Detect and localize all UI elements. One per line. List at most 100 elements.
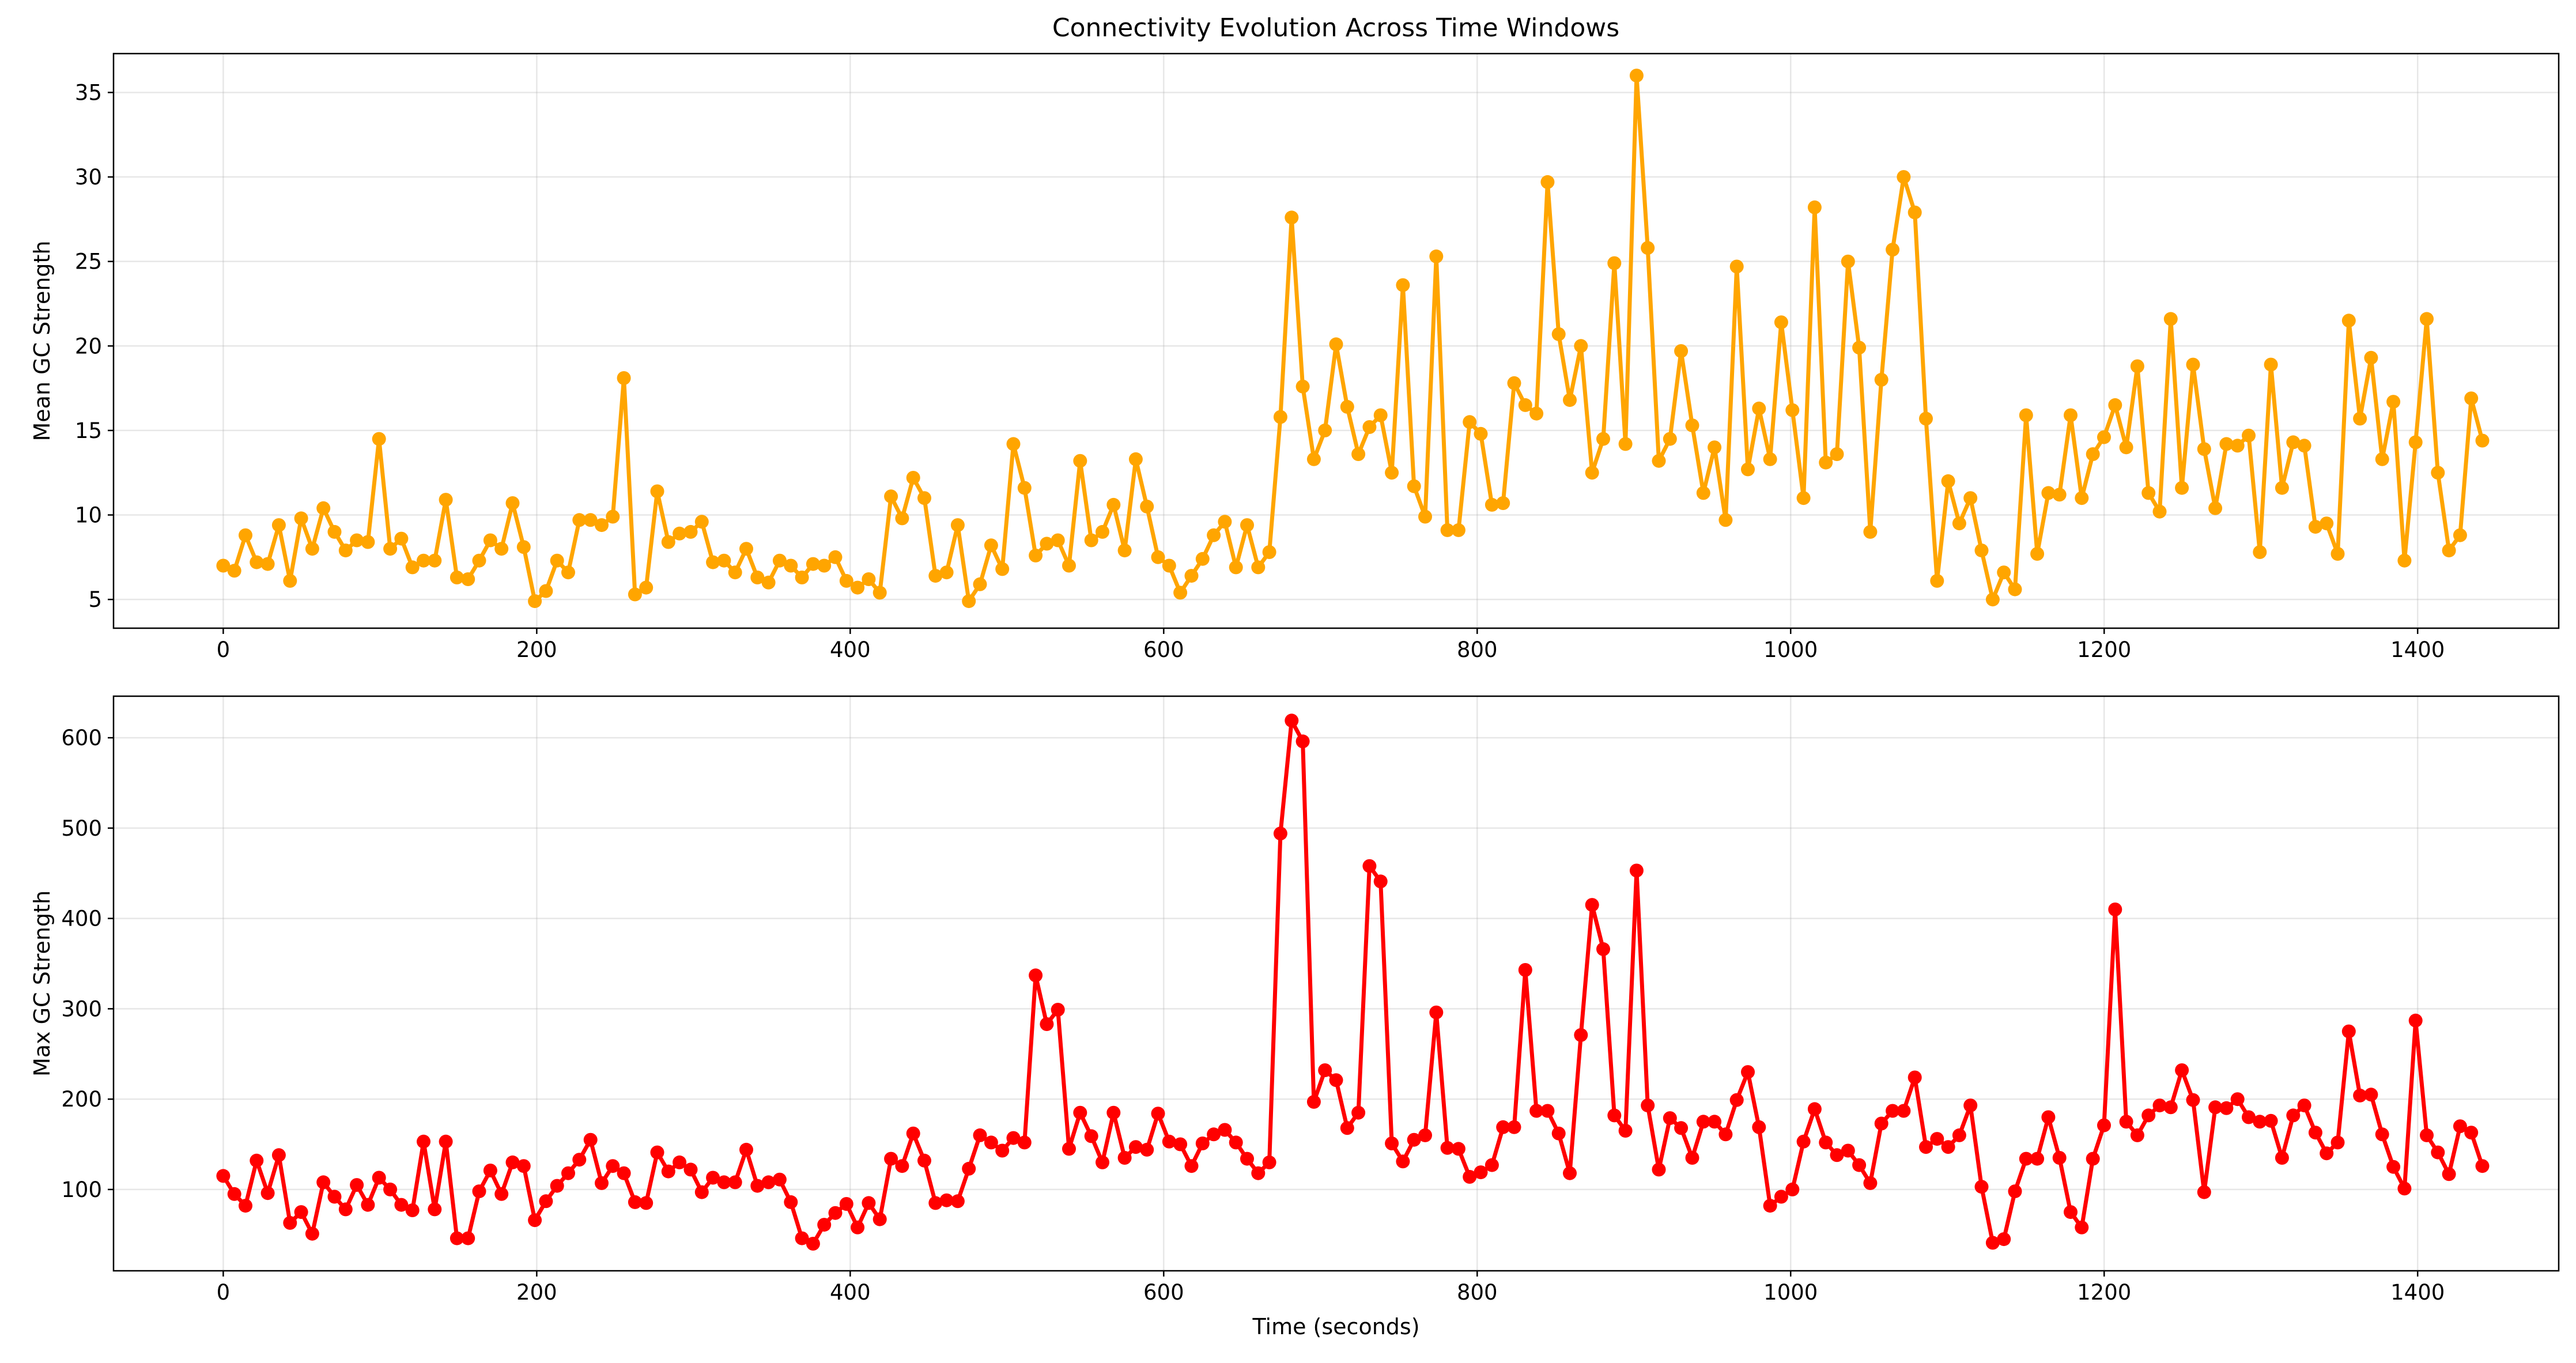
data-point [1518, 963, 1532, 977]
data-point [338, 1202, 353, 1217]
chart-panel-2: 0 200 400 600 800 1000 1200 1400 100 200 300 400 500… [29, 695, 2560, 1339]
data-point [2364, 1088, 2378, 1102]
data-point [1373, 408, 1388, 422]
data-point [1518, 398, 1532, 412]
data-point [595, 1176, 609, 1190]
data-point [1418, 509, 1432, 524]
data-point [561, 565, 575, 580]
data-point [1563, 1166, 1577, 1180]
data-point [1952, 516, 1966, 531]
data-point [1652, 454, 1666, 468]
data-point [483, 533, 497, 548]
data-point [1051, 1003, 1065, 1017]
data-point [2008, 1184, 2022, 1199]
data-point [1741, 1065, 1755, 1079]
data-point [1529, 1104, 1544, 1118]
data-point [884, 489, 898, 504]
data-point [973, 1128, 987, 1142]
x-tick-label: 1400 [2390, 1280, 2445, 1305]
data-point [851, 1220, 865, 1234]
data-point [2375, 452, 2389, 466]
y-tick-label: 20 [75, 334, 102, 358]
data-point [250, 555, 264, 569]
data-point [338, 543, 353, 558]
data-point [1974, 543, 1989, 558]
data-point [2242, 428, 2256, 443]
data-point [995, 1143, 1010, 1158]
data-point [439, 493, 453, 507]
x-tick-label: 0 [217, 1280, 231, 1305]
data-point [673, 1155, 687, 1169]
data-point [1084, 1129, 1098, 1143]
data-point [1251, 560, 1266, 575]
data-point [650, 1145, 664, 1160]
data-point [1863, 1176, 1878, 1190]
data-point [728, 1175, 742, 1190]
data-point [1963, 1098, 1978, 1113]
data-point [2475, 433, 2490, 448]
data-point [595, 518, 609, 533]
data-point [2353, 411, 2367, 426]
data-point [1262, 1155, 1276, 1169]
data-point [383, 542, 398, 556]
data-point [561, 1166, 575, 1180]
data-point [2320, 1146, 2334, 1161]
data-point [895, 1159, 909, 1173]
data-point [1852, 1158, 1867, 1172]
data-point [1184, 569, 1199, 583]
data-point [661, 535, 675, 549]
data-point [505, 1155, 520, 1169]
data-point [1529, 406, 1544, 421]
data-point [1752, 401, 1766, 416]
y-axis-label: Max GC Strength [29, 890, 55, 1077]
data-point [417, 1134, 430, 1149]
data-point [2431, 466, 2445, 480]
data-point [1128, 452, 1143, 466]
data-point [2464, 391, 2479, 406]
data-point [316, 501, 331, 515]
data-point [2230, 439, 2245, 453]
data-point [1774, 315, 1788, 330]
data-point [1485, 497, 1499, 512]
data-point [1596, 432, 1610, 446]
data-point [1674, 344, 1689, 358]
data-point [2397, 553, 2412, 568]
data-point [1362, 420, 1377, 434]
data-point [2064, 408, 2078, 422]
x-tick-label: 600 [1143, 1280, 1184, 1305]
y-tick-label: 30 [75, 165, 102, 190]
data-point [2041, 486, 2056, 500]
y-tick-label: 200 [61, 1087, 102, 1112]
data-point [227, 564, 241, 578]
data-point [806, 1237, 820, 1251]
data-point [2386, 1160, 2401, 1174]
data-point [939, 1193, 954, 1207]
data-point [1718, 1127, 1733, 1142]
data-point [583, 513, 598, 527]
data-point [2075, 1220, 2089, 1234]
data-point [2175, 1063, 2189, 1077]
data-point [1340, 1121, 1354, 1135]
data-point [1040, 1017, 1054, 1031]
data-point [483, 1164, 497, 1177]
data-point [1463, 1170, 1477, 1184]
data-point [2353, 1088, 2367, 1103]
data-point [750, 1179, 765, 1193]
data-point [906, 1126, 920, 1141]
x-tick-label: 1200 [2077, 1280, 2131, 1305]
data-point [550, 553, 564, 568]
data-point [717, 1175, 731, 1190]
data-point [1017, 1135, 1032, 1150]
data-point [2008, 582, 2022, 596]
data-point [271, 1148, 286, 1162]
data-point [405, 1203, 420, 1217]
data-point [428, 553, 442, 568]
data-point [1029, 548, 1043, 562]
data-point [2208, 501, 2223, 515]
data-point [2408, 435, 2423, 450]
data-point [2197, 442, 2211, 456]
data-point [461, 572, 475, 586]
data-point [1696, 486, 1710, 500]
data-point [1685, 418, 1699, 433]
data-point [1306, 1094, 1321, 1109]
